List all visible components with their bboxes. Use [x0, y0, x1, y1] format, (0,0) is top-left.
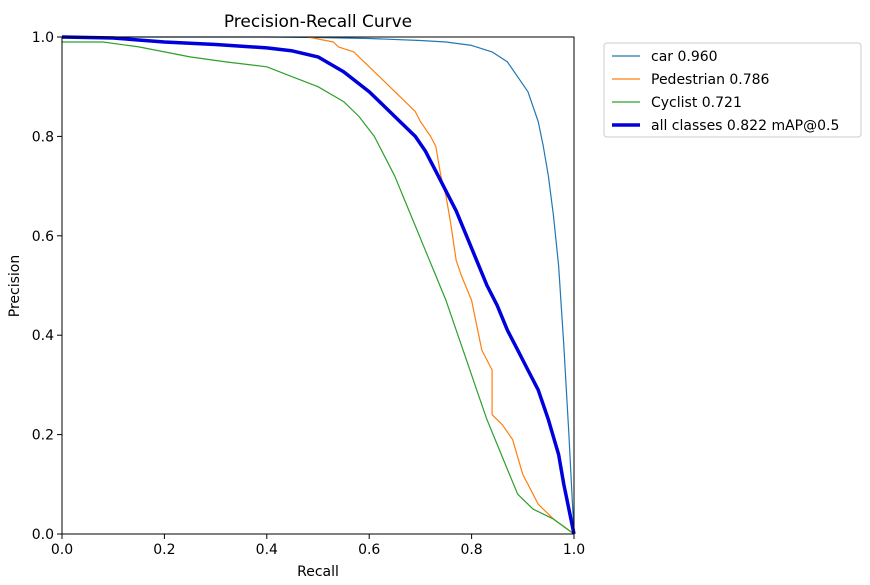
plot-lines [61, 35, 576, 535]
legend-box [603, 42, 862, 138]
y-axis-ticks: 0.0 0.2 0.4 0.6 0.8 1.0 [32, 30, 62, 543]
legend-label-1: Pedestrian 0.786 [651, 72, 770, 88]
series-line-0 [62, 36, 575, 535]
legend-label-3: all classes 0.822 mAP@0.5 [651, 118, 839, 134]
legend-label-0: car 0.960 [651, 49, 718, 65]
series-line-2 [62, 41, 575, 535]
x-axis-ticks: 0.0 0.2 0.4 0.6 0.8 1.0 [51, 534, 585, 558]
y-tick-label: 1.0 [32, 30, 54, 46]
x-tick-label: 0.6 [358, 542, 380, 558]
y-axis-label: Precision [7, 255, 23, 317]
x-tick-label: 1.0 [563, 542, 585, 558]
y-tick-label: 0.0 [32, 527, 54, 543]
y-tick-label: 0.2 [32, 428, 54, 444]
x-tick-label: 0.4 [256, 542, 278, 558]
series-line-3 [61, 35, 576, 535]
chart-title: Precision-Recall Curve [224, 12, 412, 32]
x-tick-label: 0.2 [153, 542, 175, 558]
x-axis-label: Recall [297, 564, 339, 580]
x-tick-label: 0.0 [51, 542, 73, 558]
legend-label-2: Cyclist 0.721 [651, 95, 742, 111]
series-line-1 [307, 36, 575, 535]
plot-frame [61, 36, 575, 535]
legend: car 0.960 Pedestrian 0.786 Cyclist 0.721 al… [603, 42, 862, 138]
y-tick-label: 0.4 [32, 328, 54, 344]
y-tick-label: 0.8 [32, 129, 54, 145]
y-tick-label: 0.6 [32, 229, 54, 245]
x-tick-label: 0.8 [460, 542, 482, 558]
